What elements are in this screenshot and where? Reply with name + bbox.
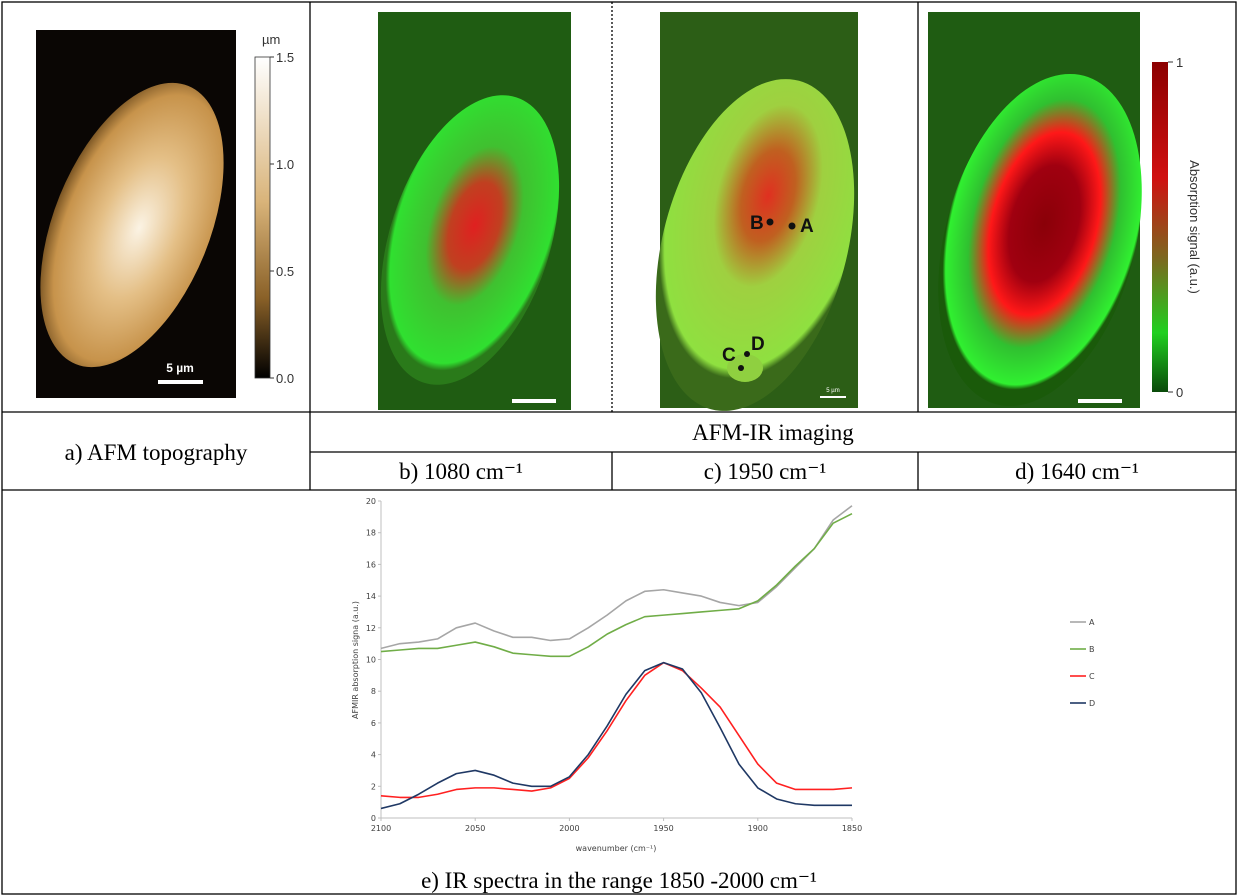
- point-label: C: [722, 345, 736, 366]
- x-axis-label: wavenumber (cm⁻¹): [576, 844, 657, 853]
- x-tick-label: 1950: [653, 824, 673, 833]
- scale-label: 5 µm: [166, 361, 194, 375]
- point: [788, 222, 796, 230]
- colorbar-tick-label: 1: [1176, 55, 1183, 70]
- point-label: D: [751, 334, 765, 355]
- colorbar-label: Absorption signal (a.u.): [1187, 160, 1202, 294]
- colorbar-tick-label: 0.0: [276, 371, 294, 386]
- y-tick-label: 10: [366, 656, 376, 665]
- caption: c) 1950 cm⁻¹: [704, 459, 827, 484]
- colorbar: [254, 56, 271, 379]
- scale-bar: [512, 399, 556, 403]
- series-line: [380, 505, 853, 650]
- cell: [40, 82, 224, 368]
- series-line: [380, 661, 852, 810]
- cell: [938, 73, 1142, 407]
- cell-part: [727, 354, 763, 382]
- y-tick-label: 4: [371, 751, 376, 760]
- colorbar-unit: µm: [262, 32, 280, 47]
- series-line: [380, 661, 853, 799]
- colorbar-tick-label: 0.5: [276, 264, 294, 279]
- x-tick-label: 2100: [371, 824, 391, 833]
- y-tick-label: 0: [371, 814, 376, 823]
- y-tick-label: 14: [366, 592, 376, 601]
- y-tick-label: 2: [371, 782, 376, 791]
- scale-bar: [158, 380, 203, 384]
- point: [744, 351, 750, 357]
- legend-label: B: [1089, 645, 1095, 654]
- colorbar-tick-label: 1.0: [276, 157, 294, 172]
- x-tick-label: 2050: [465, 824, 485, 833]
- colorbar-tick-label: 1.5: [276, 50, 294, 65]
- caption: b) 1080 cm⁻¹: [399, 459, 523, 484]
- y-tick-label: 20: [366, 497, 376, 506]
- legend-label: C: [1089, 672, 1095, 681]
- series-line: [380, 512, 853, 658]
- scale-bar: [1078, 399, 1122, 403]
- x-tick-label: 1900: [748, 824, 768, 833]
- x-tick-label: 1850: [842, 824, 862, 833]
- point: [766, 218, 774, 226]
- y-tick-label: 12: [366, 624, 376, 633]
- y-tick-label: 8: [371, 687, 376, 696]
- caption: AFM-IR imaging: [692, 420, 854, 445]
- x-tick-label: 2000: [559, 824, 579, 833]
- point: [738, 365, 744, 371]
- colorbar: [1152, 62, 1168, 392]
- point-label: A: [800, 216, 814, 237]
- legend-label: D: [1089, 699, 1095, 708]
- y-axis-label: AFMIR absorption signa (a.u.): [351, 601, 360, 719]
- scale-label: 5 µm: [826, 388, 839, 394]
- cell: [380, 95, 560, 385]
- y-tick-label: 18: [366, 529, 376, 538]
- point-label: B: [750, 213, 764, 234]
- caption: e) IR spectra in the range 1850 -2000 cm…: [421, 868, 817, 893]
- legend-label: A: [1089, 618, 1095, 627]
- caption: a) AFM topography: [65, 440, 248, 465]
- scale-bar: [820, 396, 846, 398]
- colorbar-tick-label: 0: [1176, 385, 1183, 400]
- cell: [655, 79, 855, 411]
- y-tick-label: 16: [366, 560, 376, 569]
- y-tick-label: 6: [371, 719, 376, 728]
- caption: d) 1640 cm⁻¹: [1015, 459, 1139, 484]
